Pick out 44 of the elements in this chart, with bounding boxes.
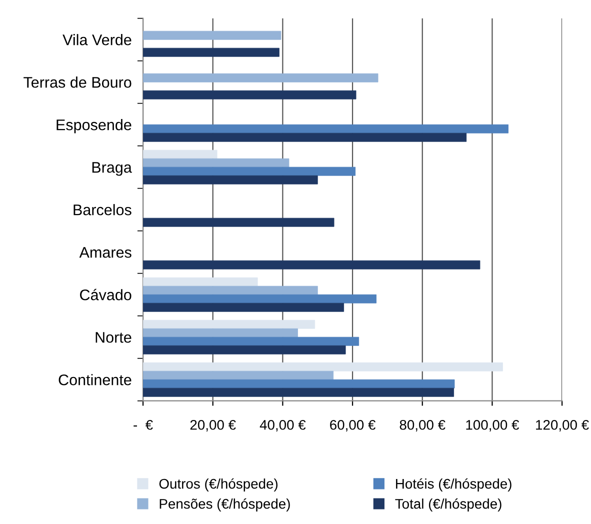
bar	[143, 286, 318, 295]
legend-label: Total (€/hóspede)	[395, 498, 502, 512]
bar	[143, 132, 467, 142]
bar	[143, 345, 346, 354]
bar	[143, 362, 503, 372]
x-tick-label: 60,00 €	[330, 420, 376, 432]
y-tick-label: Continente	[58, 374, 132, 386]
y-tick-label: Esposende	[56, 119, 132, 134]
bar	[143, 302, 344, 312]
y-tick-label: Barcelos	[74, 204, 132, 216]
y-tick-label: Vila Verde	[62, 34, 132, 46]
bar	[143, 320, 316, 329]
x-tick-label: 100,00 €	[466, 420, 520, 432]
bar	[143, 124, 508, 134]
bar	[143, 90, 356, 100]
bar	[143, 260, 480, 270]
bar	[143, 150, 218, 159]
legend-label: Outros (€/hóspede)	[159, 478, 278, 492]
bar	[143, 294, 376, 304]
bar	[143, 48, 280, 57]
bar	[143, 73, 378, 82]
bar	[143, 218, 334, 227]
bar	[143, 166, 356, 176]
y-tick-label: Norte	[96, 332, 132, 343]
bar	[143, 388, 454, 397]
bar	[143, 379, 455, 388]
legend-label: Hotéis (€/hóspede)	[396, 478, 512, 492]
x-tick-label: - €	[134, 420, 153, 430]
y-tick-label: Braga	[92, 162, 132, 176]
bar	[143, 277, 258, 286]
x-tick-label: 120,00 €	[536, 420, 589, 432]
x-tick-label: 40,00 €	[260, 420, 306, 432]
bar	[143, 30, 282, 40]
bar	[143, 336, 360, 346]
legend-label: Pensões (€/hóspede)	[160, 498, 290, 512]
y-tick-label: Amares	[79, 247, 132, 258]
x-tick-label: 80,00 €	[400, 420, 446, 432]
y-tick-label: Cávado	[80, 288, 132, 300]
bar	[143, 175, 318, 184]
bar	[143, 370, 334, 380]
bar	[143, 158, 290, 168]
x-tick-label: 20,00 €	[190, 420, 236, 432]
bar	[143, 328, 298, 338]
y-tick-label: Terras de Bouro	[24, 76, 132, 88]
